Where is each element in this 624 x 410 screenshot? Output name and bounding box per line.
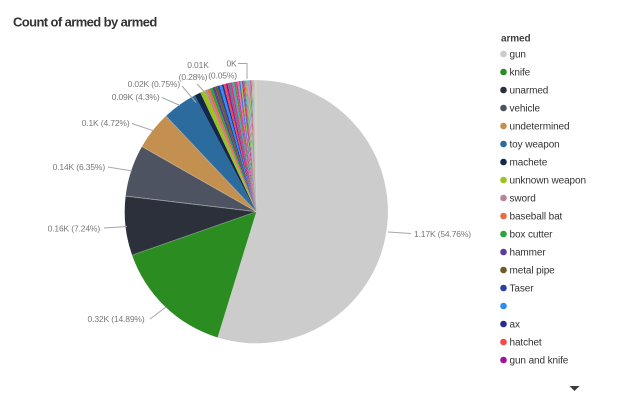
svg-text:hammer: hammer (510, 248, 547, 259)
svg-text:1.17K (54.76%): 1.17K (54.76%) (414, 229, 471, 239)
svg-text:ax: ax (510, 320, 520, 331)
svg-text:machete: machete (510, 158, 548, 169)
svg-text:vehicle: vehicle (510, 104, 541, 115)
svg-text:0.16K (7.24%): 0.16K (7.24%) (48, 224, 101, 234)
svg-text:(0.28%): (0.28%) (179, 72, 208, 82)
svg-text:0.1K (4.72%): 0.1K (4.72%) (82, 118, 130, 128)
svg-text:gun: gun (510, 50, 526, 61)
svg-text:0.14K (6.35%): 0.14K (6.35%) (53, 162, 106, 172)
svg-text:toy weapon: toy weapon (510, 140, 560, 151)
svg-text:unknown weapon: unknown weapon (510, 176, 586, 187)
svg-text:0K: 0K (226, 59, 237, 69)
svg-text:knife: knife (510, 68, 531, 79)
svg-text:Count of armed by armed: Count of armed by armed (13, 15, 157, 30)
svg-text:0.01K: 0.01K (187, 60, 209, 70)
svg-text:hatchet: hatchet (510, 338, 542, 349)
svg-text:armed: armed (501, 34, 531, 45)
svg-text:unarmed: unarmed (510, 86, 549, 97)
svg-text:baseball bat: baseball bat (510, 212, 563, 223)
svg-text:metal pipe: metal pipe (510, 266, 556, 277)
svg-text:undetermined: undetermined (510, 122, 570, 133)
svg-text:0.32K (14.89%): 0.32K (14.89%) (88, 314, 145, 324)
svg-text:box cutter: box cutter (510, 230, 554, 241)
svg-text:(0.05%): (0.05%) (208, 70, 237, 80)
svg-text:sword: sword (510, 194, 536, 205)
svg-text:0.02K (0.75%): 0.02K (0.75%) (128, 79, 181, 89)
svg-text:Taser: Taser (510, 284, 535, 295)
svg-text:0.09K (4.3%): 0.09K (4.3%) (112, 92, 160, 102)
svg-text:gun and knife: gun and knife (510, 356, 569, 367)
